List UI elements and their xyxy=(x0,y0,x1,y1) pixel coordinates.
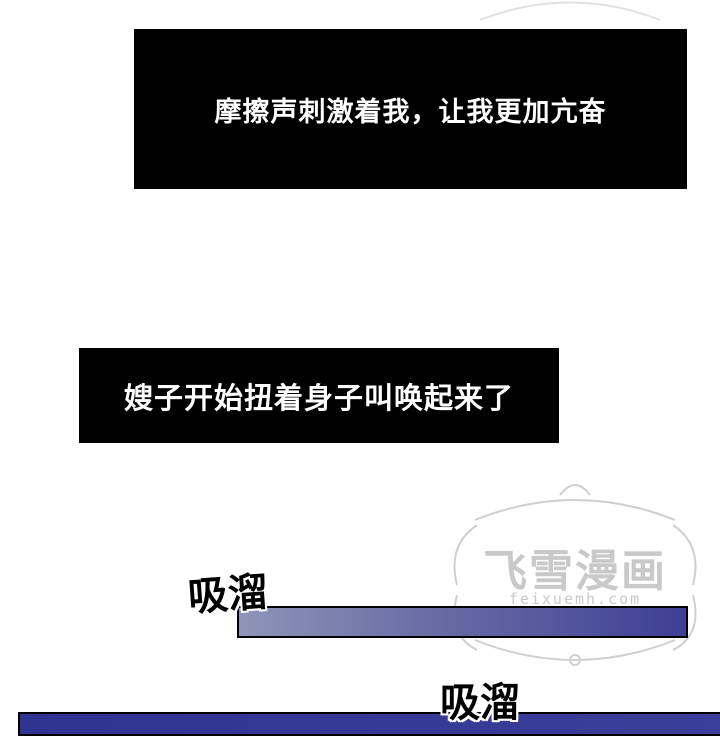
watermark-url: feixuemh.com xyxy=(508,590,642,608)
panel-strip-1 xyxy=(237,606,688,638)
panel-strip-2 xyxy=(18,712,720,736)
ornament-frame-icon xyxy=(453,484,697,666)
narration-caption-2: 嫂子开始扭着身子叫唤起来了 xyxy=(79,348,559,443)
watermark-bottom: 飞雪漫画 feixuemh.com xyxy=(445,475,705,675)
narration-caption-1: 摩擦声刺激着我，让我更加亢奋 xyxy=(134,29,687,189)
sound-effect-1: 吸溜 xyxy=(186,569,270,621)
sound-effect-2: 吸溜 xyxy=(440,680,520,726)
watermark-text: 飞雪漫画 xyxy=(483,546,667,597)
